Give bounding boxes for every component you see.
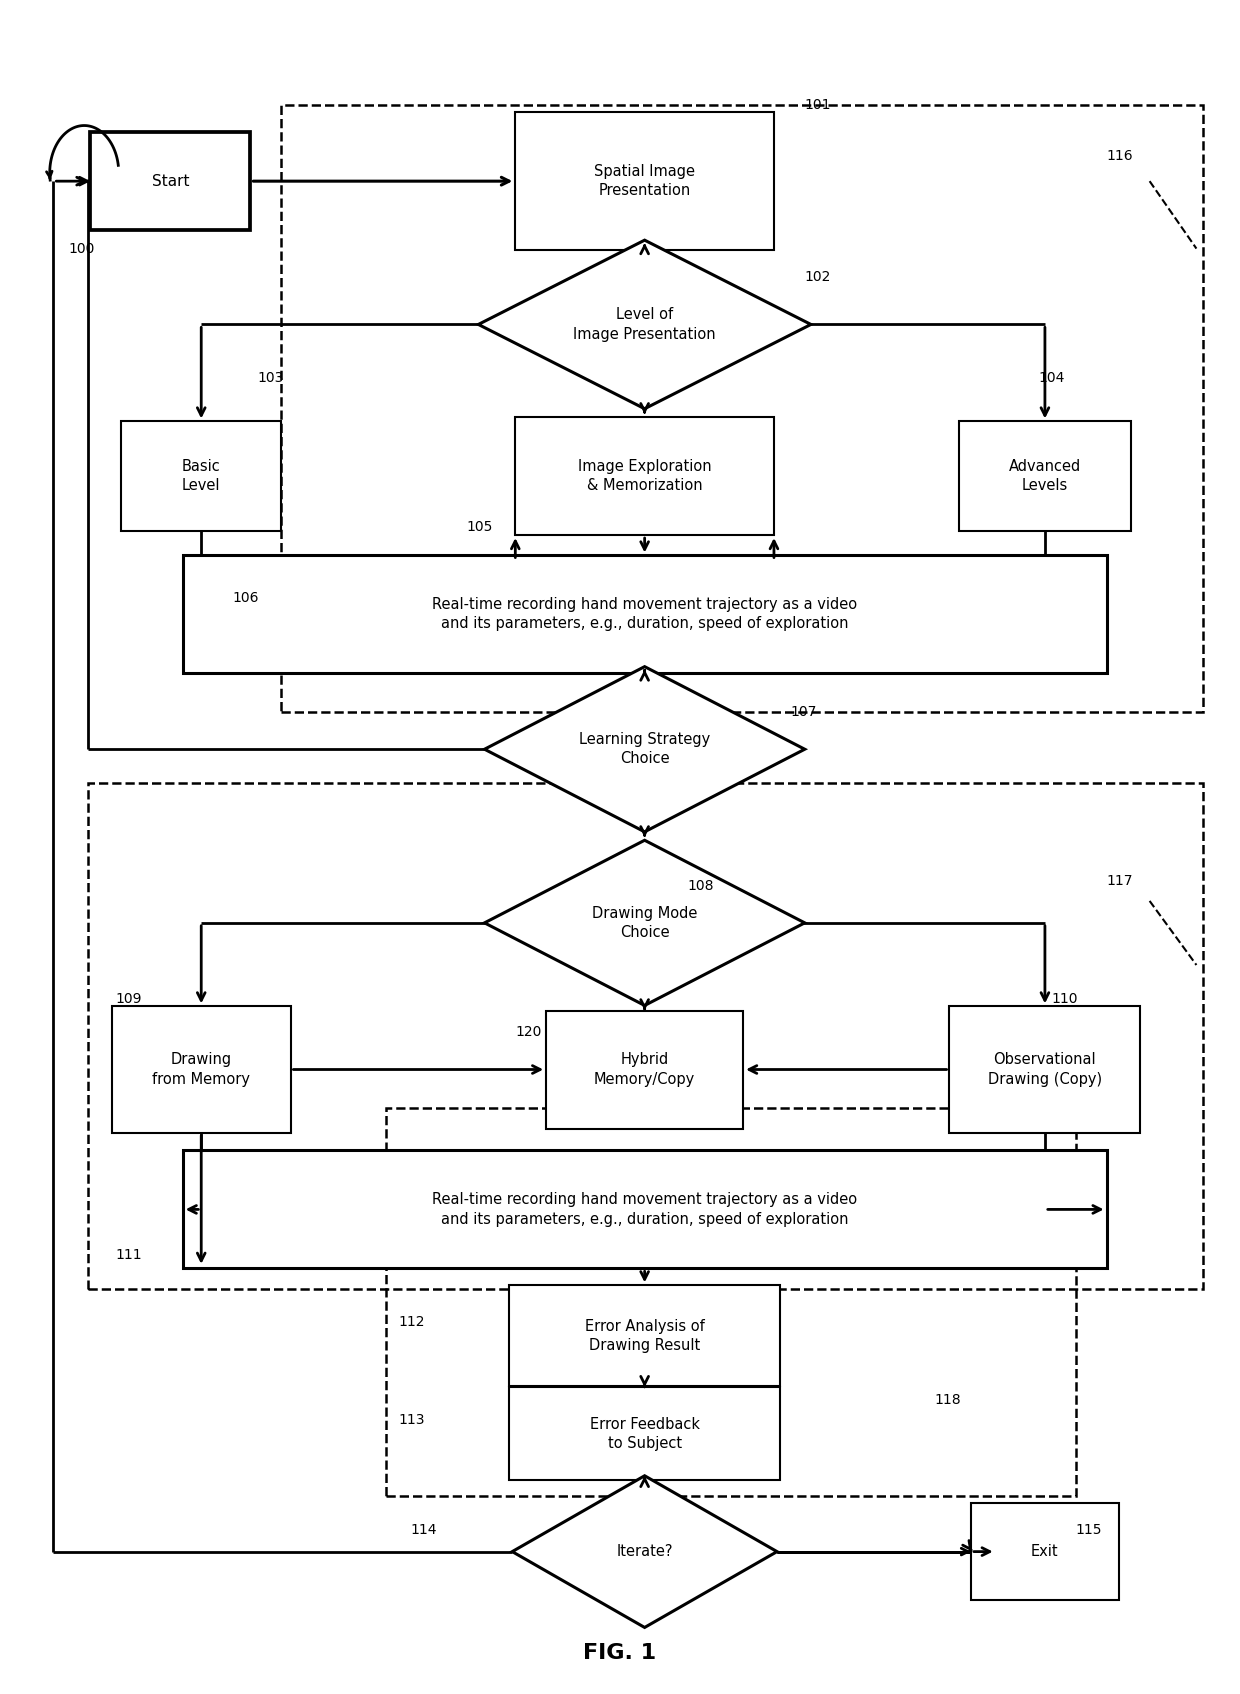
Text: 113: 113 (398, 1413, 425, 1426)
Text: 105: 105 (466, 520, 492, 534)
Text: Level of
Image Presentation: Level of Image Presentation (573, 307, 715, 342)
Text: 106: 106 (232, 591, 258, 605)
Polygon shape (485, 667, 805, 832)
Text: 117: 117 (1106, 874, 1133, 888)
Text: Real-time recording hand movement trajectory as a video
and its parameters, e.g.: Real-time recording hand movement trajec… (432, 1193, 857, 1226)
Text: Iterate?: Iterate? (616, 1545, 673, 1558)
Text: Basic
Level: Basic Level (182, 459, 221, 493)
Text: 118: 118 (934, 1392, 961, 1408)
Text: 111: 111 (115, 1248, 141, 1262)
FancyBboxPatch shape (950, 1006, 1141, 1133)
Text: FIG. 1: FIG. 1 (584, 1643, 656, 1664)
FancyBboxPatch shape (122, 422, 281, 530)
Polygon shape (512, 1475, 777, 1628)
Text: Start: Start (151, 174, 190, 188)
FancyBboxPatch shape (516, 112, 774, 251)
FancyBboxPatch shape (510, 1286, 780, 1386)
Text: Drawing
from Memory: Drawing from Memory (153, 1052, 250, 1086)
Text: Image Exploration
& Memorization: Image Exploration & Memorization (578, 459, 712, 493)
Text: 104: 104 (1039, 371, 1065, 385)
FancyBboxPatch shape (516, 417, 774, 535)
FancyBboxPatch shape (959, 422, 1131, 530)
FancyBboxPatch shape (546, 1011, 743, 1128)
Polygon shape (479, 241, 811, 408)
Text: Real-time recording hand movement trajectory as a video
and its parameters, e.g.: Real-time recording hand movement trajec… (432, 598, 857, 632)
FancyBboxPatch shape (91, 132, 250, 230)
Text: 108: 108 (688, 879, 714, 893)
Text: 103: 103 (258, 371, 284, 385)
Text: Observational
Drawing (Copy): Observational Drawing (Copy) (988, 1052, 1102, 1086)
Text: Drawing Mode
Choice: Drawing Mode Choice (591, 906, 697, 940)
Text: Advanced
Levels: Advanced Levels (1009, 459, 1081, 493)
Text: Error Feedback
to Subject: Error Feedback to Subject (590, 1416, 699, 1450)
FancyBboxPatch shape (971, 1503, 1118, 1601)
Text: Error Analysis of
Drawing Result: Error Analysis of Drawing Result (585, 1318, 704, 1354)
Text: 112: 112 (398, 1315, 425, 1330)
Text: 115: 115 (1076, 1523, 1102, 1536)
FancyBboxPatch shape (182, 556, 1106, 674)
FancyBboxPatch shape (510, 1387, 780, 1481)
Text: 120: 120 (516, 1025, 542, 1040)
Text: Spatial Image
Presentation: Spatial Image Presentation (594, 164, 696, 198)
Text: 116: 116 (1106, 149, 1133, 163)
Text: 100: 100 (68, 242, 94, 256)
Text: 107: 107 (790, 705, 816, 720)
Text: Hybrid
Memory/Copy: Hybrid Memory/Copy (594, 1052, 696, 1086)
Text: 110: 110 (1052, 991, 1078, 1006)
Text: 109: 109 (115, 991, 141, 1006)
Text: 101: 101 (805, 98, 831, 112)
Text: Learning Strategy
Choice: Learning Strategy Choice (579, 732, 711, 766)
FancyBboxPatch shape (182, 1150, 1106, 1269)
Text: 102: 102 (805, 271, 831, 285)
FancyBboxPatch shape (112, 1006, 290, 1133)
Polygon shape (485, 840, 805, 1006)
Text: Exit: Exit (1032, 1545, 1059, 1558)
Text: 114: 114 (410, 1523, 438, 1536)
